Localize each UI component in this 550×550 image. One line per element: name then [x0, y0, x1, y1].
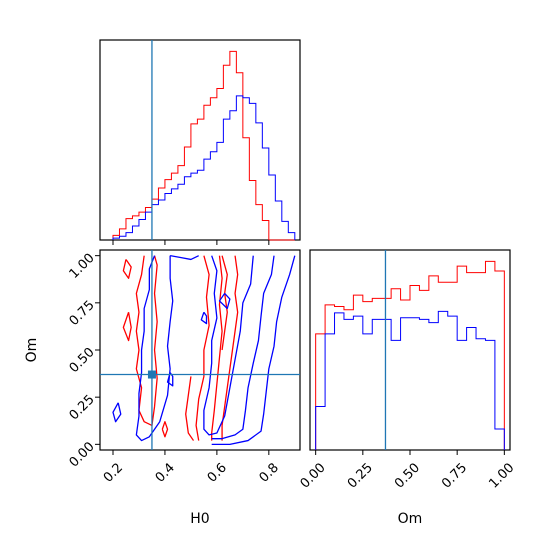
contour-line-14: [170, 255, 199, 261]
contour-line-2: [211, 255, 223, 441]
contour-line-4: [221, 255, 228, 351]
contour-line-13: [135, 255, 174, 442]
h0-histogram-panel: [99, 39, 301, 241]
h0-histogram-series-2: [112, 95, 296, 240]
contour-line-18: [200, 311, 208, 325]
contour-line-11: [211, 255, 275, 440]
y-axis-label-om: Om: [24, 338, 40, 363]
contour-line-8: [185, 376, 195, 441]
contour-line-12: [211, 255, 296, 445]
contour-line-9: [161, 421, 169, 438]
x-axis-label-h0: H0: [190, 511, 209, 527]
om-histogram-series-1: [315, 260, 505, 450]
truth-marker: [147, 370, 156, 379]
h0-histogram-series-1: [112, 50, 295, 241]
contour-line-5: [135, 255, 158, 427]
x-axis-label-om: Om: [398, 511, 423, 527]
contour-line-1: [195, 255, 210, 441]
contour-line-3: [221, 255, 239, 441]
h0-histogram-frame: [99, 39, 301, 241]
h0-om-contour-panel: [99, 249, 301, 451]
om-histogram-series-2: [315, 310, 505, 450]
contour-lines-group: [112, 255, 296, 445]
contour-line-10: [203, 255, 254, 436]
contour-line-6: [122, 312, 132, 342]
contour-line-7: [122, 259, 132, 279]
contour-line-15: [112, 402, 122, 423]
contour-line-17: [218, 292, 231, 310]
